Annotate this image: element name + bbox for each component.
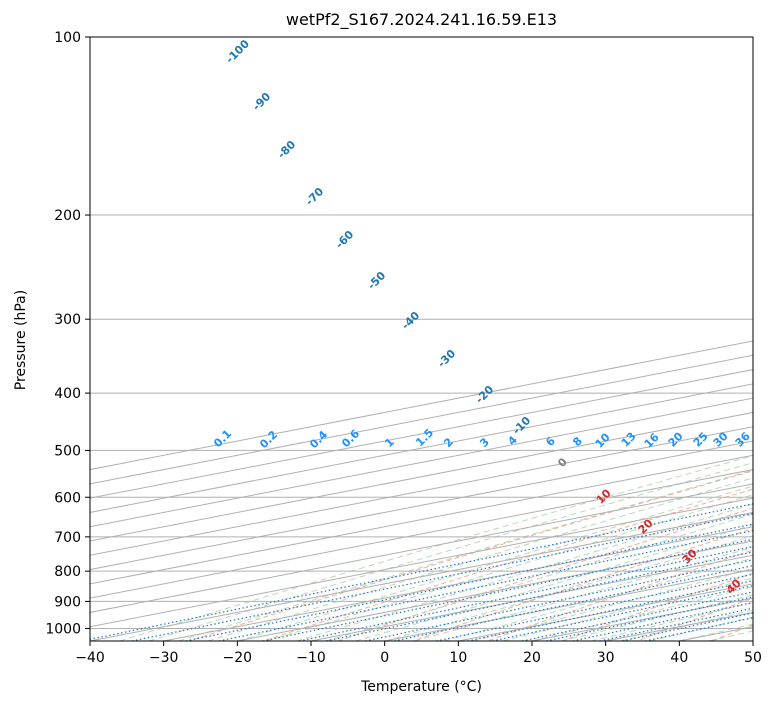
dry-adiabat-label: -90 xyxy=(250,90,273,113)
x-tick-label: 20 xyxy=(523,650,541,666)
isotherm-gridline xyxy=(90,483,753,613)
moist-adiabat-line xyxy=(207,477,753,641)
moist-adiabat-line xyxy=(119,455,753,641)
mixing-ratio-line xyxy=(131,512,753,641)
dry-adiabat-line xyxy=(338,507,753,641)
isotherm-gridline xyxy=(384,569,753,641)
chart-title: wetPf2_S167.2024.241.16.59.E13 xyxy=(285,10,558,29)
y-tick-label: 700 xyxy=(54,530,81,546)
mixing-ratio-label: 1 xyxy=(382,435,397,450)
dry-adiabat-label: -80 xyxy=(275,138,298,161)
moist-adiabat-line xyxy=(443,557,753,641)
mixing-ratio-label: 10 xyxy=(593,430,613,450)
mixing-ratio-label: 8 xyxy=(570,434,585,449)
x-tick-label: 0 xyxy=(380,650,389,666)
y-tick-label: 100 xyxy=(54,30,81,46)
moist-adiabat-line xyxy=(178,469,753,641)
dry-adiabat-label: -20 xyxy=(473,383,496,406)
isotherm-gridline xyxy=(90,426,753,556)
moist-adiabat-line xyxy=(148,462,753,641)
x-tick-label: 50 xyxy=(744,650,762,666)
isotherm-gridline xyxy=(90,497,753,628)
isotherm-gridline xyxy=(752,640,753,641)
x-axis-label: Temperature (°C) xyxy=(361,679,482,695)
isotherm-gridline xyxy=(90,411,753,542)
isotherm-gridline xyxy=(90,511,753,641)
y-axis-label: Pressure (hPa) xyxy=(13,289,29,391)
mixing-ratio-line xyxy=(521,591,753,641)
y-tick-label: 900 xyxy=(54,594,81,610)
isotherm-gridline xyxy=(90,440,753,571)
isotherm-gridline xyxy=(90,469,753,599)
x-tick-label: 40 xyxy=(670,650,688,666)
moist-adiabat-line xyxy=(472,567,753,641)
mixing-ratio-label: 13 xyxy=(619,430,639,450)
y-tick-label: 500 xyxy=(54,443,81,459)
dry-adiabat-line xyxy=(412,527,753,641)
dry-adiabat-label: -100 xyxy=(223,37,252,66)
mixing-ratio-line xyxy=(467,580,753,641)
mixing-ratio-line xyxy=(572,601,753,641)
dry-adiabat-label: -70 xyxy=(303,185,326,208)
moist-adiabat-line xyxy=(502,577,753,641)
mixing-ratio-label: 2 xyxy=(441,435,456,450)
mixing-ratio-line xyxy=(185,523,753,641)
y-tick-label: 300 xyxy=(54,312,81,328)
mixing-ratio-label: 25 xyxy=(691,430,711,450)
mixing-ratio-line xyxy=(218,530,753,641)
dry-adiabat-label: -10 xyxy=(510,414,533,437)
plot-area xyxy=(90,37,753,641)
dry-adiabat-label: -50 xyxy=(365,269,388,292)
mixing-ratio-label: 36 xyxy=(733,429,753,449)
moist-adiabat-line xyxy=(325,513,753,641)
isotherm-gridline xyxy=(163,526,753,641)
x-tick-label: −10 xyxy=(296,650,326,666)
y-tick-label: 1000 xyxy=(45,621,81,637)
y-tick-label: 400 xyxy=(54,386,81,402)
x-tick-label: −40 xyxy=(75,650,105,666)
moist-adiabat-line xyxy=(649,616,753,641)
mixing-ratio-label: 0.6 xyxy=(339,427,362,450)
x-tick-label: −30 xyxy=(149,650,179,666)
mixing-ratio-label: 0.1 xyxy=(211,427,234,450)
moist-adiabat-line xyxy=(413,546,753,641)
plot-frame xyxy=(89,36,754,642)
mixing-ratio-line xyxy=(90,503,753,640)
moist-adiabat-line xyxy=(384,535,753,641)
inline-labels: -100-90-80-70-60-50-40-30-20-100.1 0.2 0.4… xyxy=(211,37,753,597)
moist-adiabat-line xyxy=(237,485,753,641)
mixing-ratio-label: 3 xyxy=(477,435,492,450)
dry-adiabat-line xyxy=(188,470,753,641)
y-tick-label: 600 xyxy=(54,490,81,506)
dry-adiabat-label: -40 xyxy=(399,309,422,332)
isotherm-gridline xyxy=(90,454,753,585)
mixing-ratio-line xyxy=(546,596,753,641)
mixing-ratio-label: 0.4 xyxy=(307,428,330,451)
x-tick-label: −20 xyxy=(223,650,253,666)
y-tick-label: 800 xyxy=(54,564,81,580)
moist-adiabat-label: 20 xyxy=(636,516,656,536)
x-tick-label: 10 xyxy=(449,650,467,666)
mixing-ratio-line xyxy=(365,559,753,641)
mixing-ratio-label: 30 xyxy=(711,429,731,449)
x-tick-label: 30 xyxy=(597,650,615,666)
mixing-ratio-label: 20 xyxy=(666,429,686,449)
dry-adiabat-label: -60 xyxy=(333,228,356,251)
dry-adiabat-label: -30 xyxy=(435,347,458,370)
moist-adiabat-line xyxy=(355,524,753,641)
mixing-ratio-line xyxy=(492,585,753,641)
y-tick-label: 200 xyxy=(54,208,81,224)
